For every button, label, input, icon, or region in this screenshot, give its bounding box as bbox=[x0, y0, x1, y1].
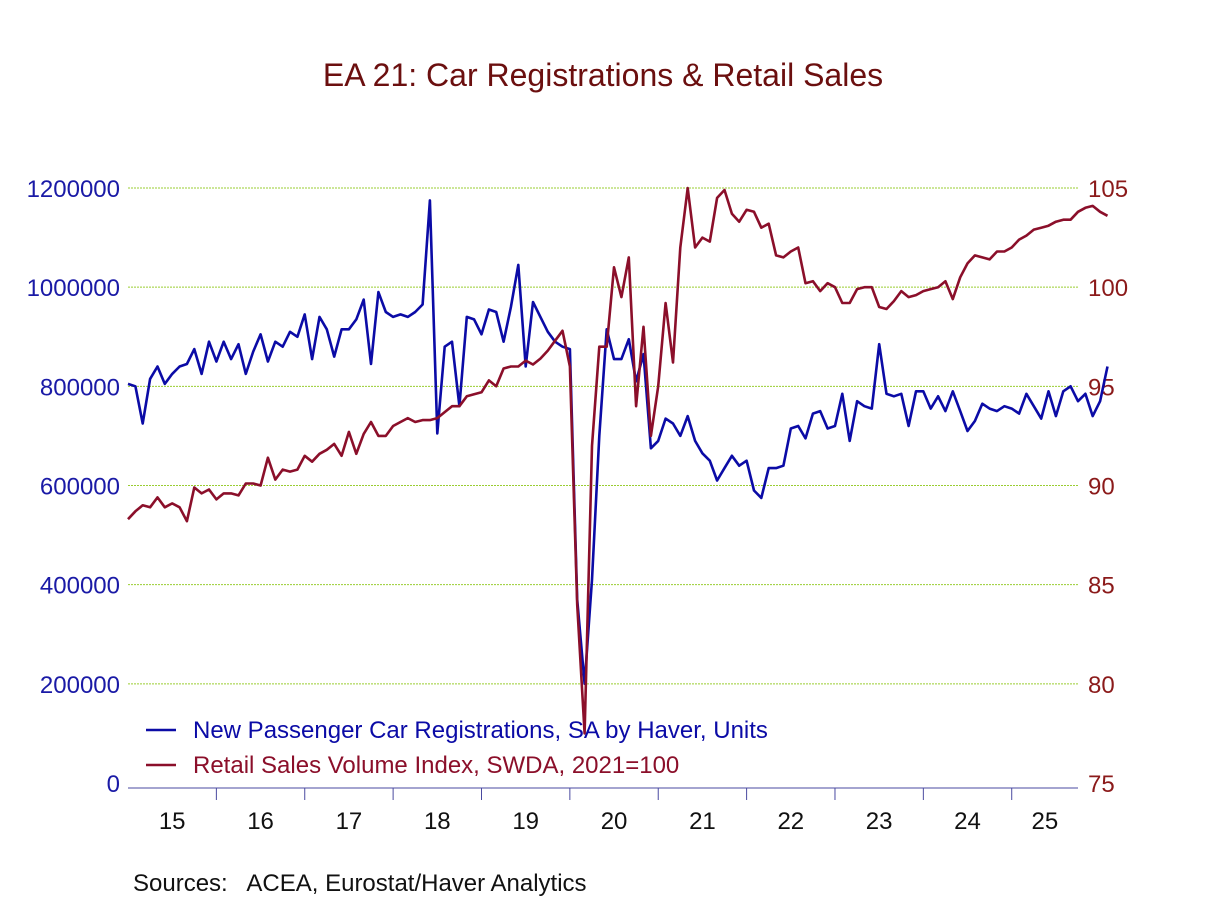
series-line-registrations bbox=[127, 199, 1109, 686]
x-tick-label: 20 bbox=[601, 808, 628, 835]
x-tick-label: 21 bbox=[689, 808, 716, 835]
y-right-tick-label: 85 bbox=[1088, 573, 1115, 600]
y-right-tick-label: 100 bbox=[1088, 275, 1128, 302]
x-tick-label: 25 bbox=[1032, 808, 1059, 835]
x-tick-label: 24 bbox=[954, 808, 981, 835]
y-left-tick-label: 400000 bbox=[40, 573, 120, 600]
x-tick-label: 22 bbox=[777, 808, 804, 835]
x-tick-label: 15 bbox=[159, 808, 186, 835]
x-tick-label: 18 bbox=[424, 808, 451, 835]
y-right-tick-label: 75 bbox=[1088, 771, 1115, 798]
x-tick-label: 19 bbox=[512, 808, 539, 835]
gridlines bbox=[128, 187, 1078, 685]
y-left-tick-label: 200000 bbox=[40, 672, 120, 699]
series-line-retail-sales bbox=[127, 186, 1109, 735]
legend: New Passenger Car Registrations, SA by H… bbox=[146, 717, 768, 779]
axes: 0 200000 400000 600000 800000 1000000 1200000 7… bbox=[27, 176, 1128, 835]
series-lines bbox=[127, 186, 1109, 735]
legend-label: Retail Sales Volume Index, SWDA, 2021=10… bbox=[193, 752, 679, 779]
source-note: Sources: ACEA, Eurostat/Haver Analytics bbox=[133, 870, 587, 897]
y-left-tick-label: 600000 bbox=[40, 474, 120, 501]
x-tick-label: 23 bbox=[866, 808, 893, 835]
y-left-tick-label: 800000 bbox=[40, 374, 120, 401]
legend-label: New Passenger Car Registrations, SA by H… bbox=[193, 717, 768, 744]
chart-title: EA 21: Car Registrations & Retail Sales bbox=[323, 57, 883, 93]
x-tick-label: 16 bbox=[247, 808, 274, 835]
y-left-tick-label: 1200000 bbox=[27, 176, 120, 203]
y-left-tick-label: 0 bbox=[107, 771, 120, 798]
y-left-tick-label: 1000000 bbox=[27, 275, 120, 302]
y-right-tick-label: 90 bbox=[1088, 474, 1115, 501]
y-right-tick-label: 105 bbox=[1088, 176, 1128, 203]
y-right-tick-label: 80 bbox=[1088, 672, 1115, 699]
x-tick-label: 17 bbox=[336, 808, 363, 835]
